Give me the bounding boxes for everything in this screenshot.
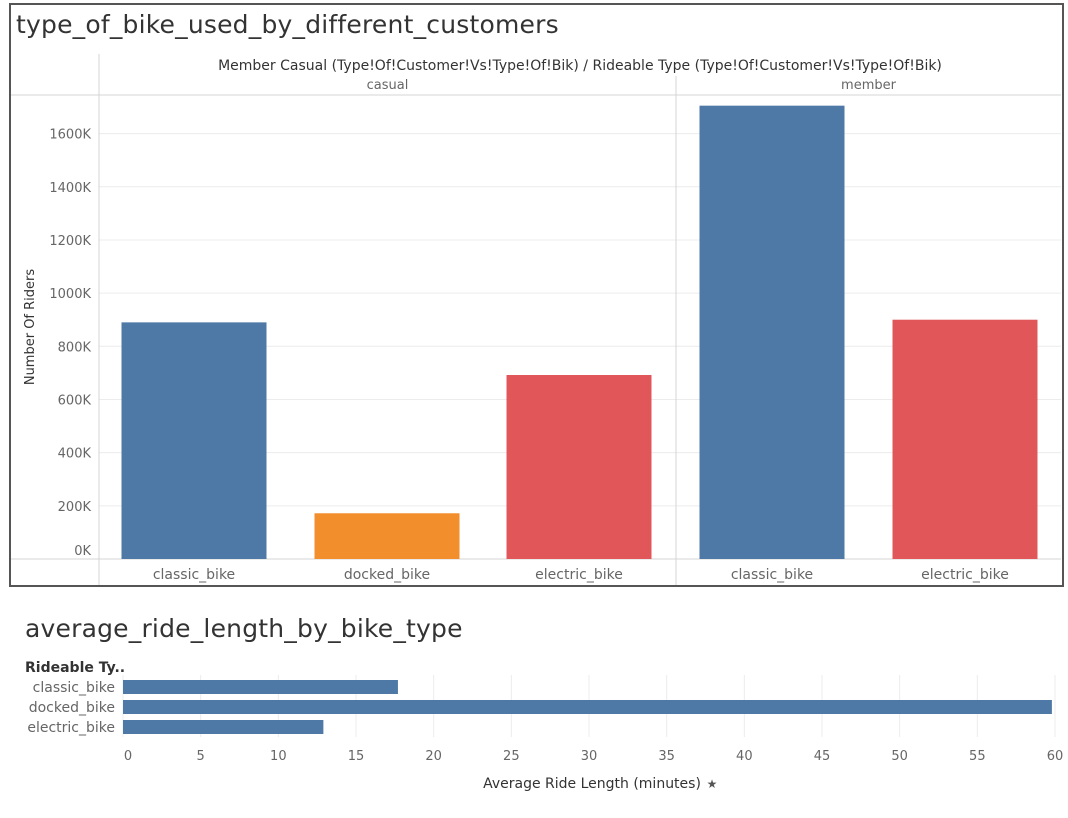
y-tick-label: 1600K — [49, 128, 91, 143]
x-tick-label: classic_bike — [153, 567, 235, 583]
y-category-label: electric_bike — [27, 720, 115, 736]
x-tick-label: 50 — [891, 749, 908, 764]
bar-casual-electric_bike — [506, 375, 652, 559]
x-tick-label: 15 — [348, 749, 365, 764]
bar-electric_bike — [123, 720, 324, 734]
x-tick-label: electric_bike — [535, 567, 623, 583]
bike-type-by-customer-chart: Member Casual (Type!Of!Customer!Vs!Type!… — [9, 3, 1064, 587]
x-tick-label: 40 — [736, 749, 753, 764]
bar-member-classic_bike — [699, 105, 845, 559]
x-tick-label: 30 — [581, 749, 598, 764]
y-category-label: classic_bike — [33, 680, 115, 696]
y-tick-label: 1000K — [49, 287, 91, 302]
y-tick-label: 800K — [58, 340, 92, 355]
y-tick-label: 1400K — [49, 181, 91, 196]
y-tick-label: 0K — [74, 544, 91, 559]
bar-docked_bike — [123, 700, 1052, 714]
x-tick-label: 25 — [503, 749, 520, 764]
x-tick-label: 35 — [658, 749, 675, 764]
x-tick-label: 5 — [197, 749, 205, 764]
chart-title-top: type_of_bike_used_by_different_customers — [16, 10, 559, 39]
row-header: Rideable Ty.. — [25, 660, 125, 676]
bar-casual-docked_bike — [314, 513, 460, 559]
y-category-label: docked_bike — [29, 700, 115, 716]
facet-header: Member Casual (Type!Of!Customer!Vs!Type!… — [218, 58, 942, 74]
x-tick-label: 20 — [425, 749, 442, 764]
x-tick-label: docked_bike — [344, 567, 430, 583]
x-tick-label: 60 — [1047, 749, 1064, 764]
bar-classic_bike — [123, 680, 398, 694]
x-tick-label: 0 — [124, 749, 132, 764]
panel-label-member: member — [841, 78, 897, 93]
bar-member-electric_bike — [892, 319, 1038, 559]
x-tick-label: electric_bike — [921, 567, 1009, 583]
y-tick-label: 400K — [58, 447, 92, 462]
x-tick-label: classic_bike — [731, 567, 813, 583]
y-tick-label: 600K — [58, 393, 92, 408]
y-tick-label: 1200K — [49, 234, 91, 249]
chart-frame — [9, 3, 1064, 587]
x-tick-label: 10 — [270, 749, 287, 764]
panel-label-casual: casual — [367, 78, 409, 93]
bar-casual-classic_bike — [121, 322, 267, 559]
pin-icon: ★ — [707, 777, 718, 791]
y-tick-label: 200K — [58, 500, 92, 515]
y-axis-title: Number Of Riders — [23, 269, 38, 386]
chart-title-bottom: average_ride_length_by_bike_type — [25, 614, 463, 643]
x-axis-title: Average Ride Length (minutes) — [483, 776, 701, 792]
x-tick-label: 55 — [969, 749, 986, 764]
x-tick-label: 45 — [814, 749, 831, 764]
avg-ride-length-chart: Rideable Ty.. classic_bike docked_bikeelec… — [25, 660, 1064, 792]
